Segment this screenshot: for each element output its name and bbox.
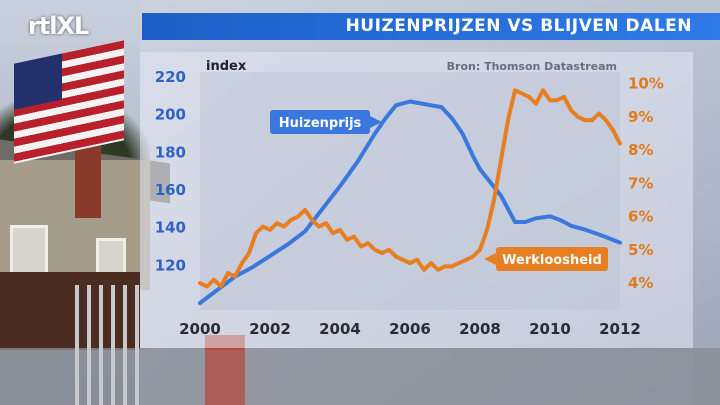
y-left-tick-label: 200 xyxy=(155,106,186,124)
price-line xyxy=(198,99,622,305)
y-right-tick-label: 6% xyxy=(628,208,653,226)
y-right-tick-label: 4% xyxy=(628,274,653,292)
source-label: Bron: Thomson Datastream xyxy=(447,60,617,73)
x-tick-label: 2012 xyxy=(599,320,641,338)
y-axis-label: index xyxy=(206,59,247,74)
y-left-tick-label: 120 xyxy=(155,256,186,274)
x-tick-label: 2004 xyxy=(319,320,361,338)
y-right-tick-label: 9% xyxy=(628,108,653,126)
title-bar: HUIZENPRIJZEN VS BLIJVEN DALEN xyxy=(142,13,720,40)
x-tick-label: 2006 xyxy=(389,320,431,338)
x-tick-label: 2000 xyxy=(179,320,221,338)
bottom-strip xyxy=(140,350,693,405)
price-series-label-box xyxy=(270,110,370,134)
house-window xyxy=(10,225,48,279)
price-series-label: Huizenprijs xyxy=(270,110,370,134)
porch-railing xyxy=(75,285,145,405)
y-left-tick-label: 140 xyxy=(155,219,186,237)
y-right-tick-label: 7% xyxy=(628,174,653,192)
y-right-tick-label: 8% xyxy=(628,141,653,159)
rtl-logo: rtlXL xyxy=(28,12,89,40)
chart-title: HUIZENPRIJZEN VS BLIJVEN DALEN xyxy=(345,16,692,36)
y-right-tick-label: 10% xyxy=(628,75,664,93)
unemployment-series-label: Werkloosheid xyxy=(496,247,608,271)
y-left-tick-label: 180 xyxy=(155,143,186,161)
price-series-label-text: Huizenprijs xyxy=(279,116,362,131)
y-left-tick-label: 160 xyxy=(155,181,186,199)
y-left-tick-label: 220 xyxy=(155,68,186,86)
unemployment-label-pointer xyxy=(484,253,496,265)
unemployment-line xyxy=(198,88,622,289)
y-right-tick-label: 5% xyxy=(628,241,653,259)
x-tick-label: 2008 xyxy=(459,320,501,338)
x-tick-label: 2002 xyxy=(249,320,291,338)
unemployment-series-label-text: Werkloosheid xyxy=(502,253,602,268)
price-label-pointer xyxy=(370,116,382,128)
x-tick-label: 2010 xyxy=(529,320,571,338)
unemployment-series-label-box xyxy=(496,247,608,271)
